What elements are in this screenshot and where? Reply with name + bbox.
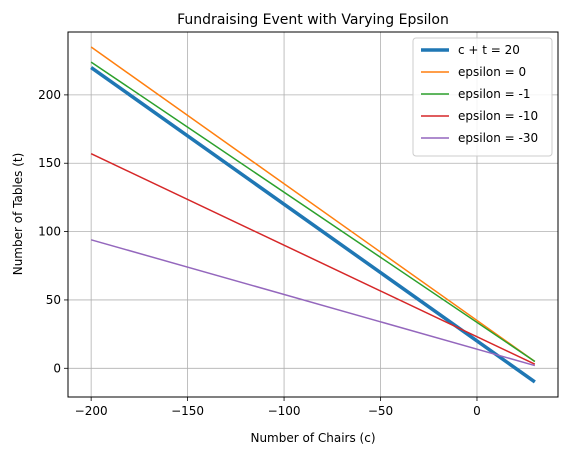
series-line-3 bbox=[90, 152, 536, 365]
y-tick-label: 100 bbox=[38, 225, 61, 239]
plot-frame bbox=[67, 31, 559, 398]
x-tick-label: −200 bbox=[75, 404, 108, 418]
legend-label-0: c + t = 20 bbox=[458, 43, 520, 57]
series-line-4 bbox=[90, 239, 536, 367]
x-axis-label: Number of Chairs (c) bbox=[250, 431, 375, 445]
y-ticks: 0 50 100 150 200 bbox=[38, 88, 68, 375]
x-tick-label: 0 bbox=[473, 404, 481, 418]
x-tick-label: −50 bbox=[368, 404, 393, 418]
y-tick-label: 200 bbox=[38, 88, 61, 102]
legend-label-1: epsilon = 0 bbox=[458, 65, 526, 79]
x-tick-label: −150 bbox=[171, 404, 204, 418]
series-line-1 bbox=[90, 46, 536, 363]
y-tick-label: 150 bbox=[38, 156, 61, 170]
legend: c + t = 20 epsilon = 0 epsilon = -1 epsilon… bbox=[412, 37, 553, 157]
y-tick-label: 0 bbox=[53, 361, 61, 375]
x-tick-label: −100 bbox=[268, 404, 301, 418]
series-lines bbox=[90, 46, 536, 384]
legend-box bbox=[412, 37, 553, 157]
chart-title: Fundraising Event with Varying Epsilon bbox=[177, 12, 449, 28]
legend-label-3: epsilon = -10 bbox=[458, 109, 538, 123]
series-line-2 bbox=[90, 61, 536, 363]
y-tick-label: 50 bbox=[46, 293, 61, 307]
x-ticks: −200 −150 −100 −50 0 bbox=[75, 397, 481, 418]
legend-label-2: epsilon = -1 bbox=[458, 87, 531, 101]
legend-label-4: epsilon = -30 bbox=[458, 131, 538, 145]
y-axis-label: Number of Tables (t) bbox=[11, 153, 25, 276]
